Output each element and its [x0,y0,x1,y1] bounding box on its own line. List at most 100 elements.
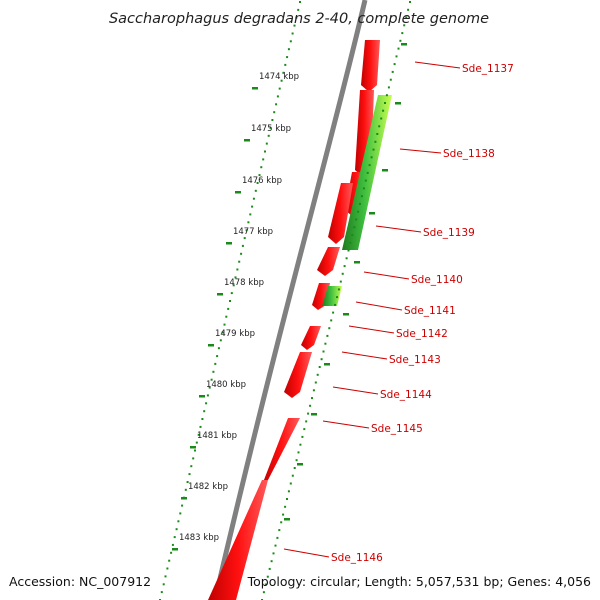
scale-dots [159,1,411,600]
gene-label[interactable]: Sde_1145 [371,423,423,435]
scale-dot-inner [385,94,388,97]
scale-dot-inner [301,435,304,438]
gene-label[interactable]: Sde_1140 [411,274,463,286]
scale-dot-inner [395,55,398,58]
gene-label[interactable]: Sde_1141 [404,305,456,317]
scale-dot-inner [336,296,338,299]
scale-dot-inner [334,303,336,306]
scale-dot-outer [232,284,235,287]
cds-feature-reverse[interactable] [322,286,342,306]
scale-dot-outer [252,197,255,200]
scale-dot-inner [384,102,386,104]
scale-dot-inner [328,327,331,330]
gene-label[interactable]: Sde_1144 [380,389,432,401]
scale-dot-inner [378,125,381,128]
scale-dot-outer [221,331,224,334]
scale-dot-outer [278,87,281,90]
scale-dot-outer [287,48,290,51]
scale-dot-outer [260,166,263,169]
scale-dot-outer [251,205,254,208]
scale-tick-inner [382,169,388,172]
scale-dot-inner [320,358,323,361]
cds-feature[interactable] [317,247,340,276]
scale-dot-outer [264,150,266,153]
scale-dot-inner [332,311,335,314]
scale-dot-inner [266,575,269,578]
gene-label[interactable]: Sde_1142 [396,328,448,340]
gene-label[interactable]: Sde_1139 [423,227,475,239]
scale-dot-outer [258,174,261,177]
scale-dot-outer [208,386,211,389]
ruler-tick [199,395,205,398]
scale-tick-inner [343,313,349,316]
ruler-tick-label: 1482 kbp [188,482,228,492]
scale-dot-outer [212,370,215,373]
scale-dot-outer [214,362,217,365]
scale-dot-outer [275,103,278,106]
scale-dot-inner [368,164,371,167]
cds-feature[interactable] [262,418,300,485]
scale-dot-inner [312,389,315,392]
scale-dot-inner [286,498,288,500]
scale-dot-inner [287,490,290,493]
scale-dot-outer [177,520,180,523]
scale-tick-inner [395,102,401,105]
map-title: Saccharophagus degradans 2-40, complete … [109,11,489,27]
scale-dot-inner [272,552,275,555]
gene-label[interactable]: Sde_1143 [389,354,441,366]
scale-dot-outer [219,339,222,342]
scale-dot-inner [387,86,390,89]
gene-label[interactable]: Sde_1137 [462,63,514,75]
scale-tick-inner [311,413,317,416]
scale-dot-inner [274,544,277,547]
scale-dot-inner [353,226,356,229]
ruler-tick [172,548,178,551]
scale-dot-outer [195,441,198,444]
scale-dot-inner [372,148,375,151]
scale-dot-outer [192,457,195,460]
scale-dot-inner [337,288,340,291]
ruler-tick-label: 1474 kbp [259,72,299,82]
ruler-tick-label: 1483 kbp [179,533,219,543]
cds-feature[interactable] [284,352,312,398]
scale-dot-inner [343,265,346,268]
scale-dot-outer [247,221,250,224]
scale-dot-outer [273,111,276,114]
ruler-tick [181,497,187,500]
scale-dot-inner [305,420,308,423]
scale-dot-outer [297,8,300,11]
scale-dot-outer [194,449,196,452]
ruler-tick [226,242,232,245]
cds-feature[interactable] [301,326,321,350]
scale-dot-inner [409,1,411,3]
scale-dot-outer [190,465,193,468]
scale-dot-inner [278,529,281,532]
scale-dot-outer [282,71,285,74]
scale-dot-inner [405,16,408,19]
scale-dot-outer [249,213,252,216]
gene-label[interactable]: Sde_1146 [331,552,383,564]
gene-label[interactable]: Sde_1138 [443,148,495,160]
scale-dot-outer [173,536,176,539]
scale-dot-inner [295,459,298,462]
gene-leader-line [332,386,379,395]
scale-dot-outer [293,24,296,27]
scale-dot-inner [362,187,365,190]
scale-dot-outer [271,119,274,121]
scale-dot-outer [171,543,174,546]
scale-dot-inner [399,39,402,42]
scale-dot-outer [181,504,184,507]
scale-dot-inner [374,140,377,143]
scale-dot-outer [286,56,289,59]
cds-feature[interactable] [361,40,380,92]
scale-dot-inner [407,8,410,11]
cds-feature[interactable] [208,480,268,600]
scale-dot-inner [309,404,312,407]
scale-dot-outer [168,559,171,562]
ruler-tick [244,139,250,142]
scale-tick-inner [324,363,330,366]
cds-feature[interactable] [328,183,353,244]
scale-dot-inner [314,381,317,384]
scale-dot-inner [303,428,306,431]
gene-label-layer: Sde_1137 Sde_1138 Sde_1139 Sde_1140 Sde_1141… [283,61,514,564]
